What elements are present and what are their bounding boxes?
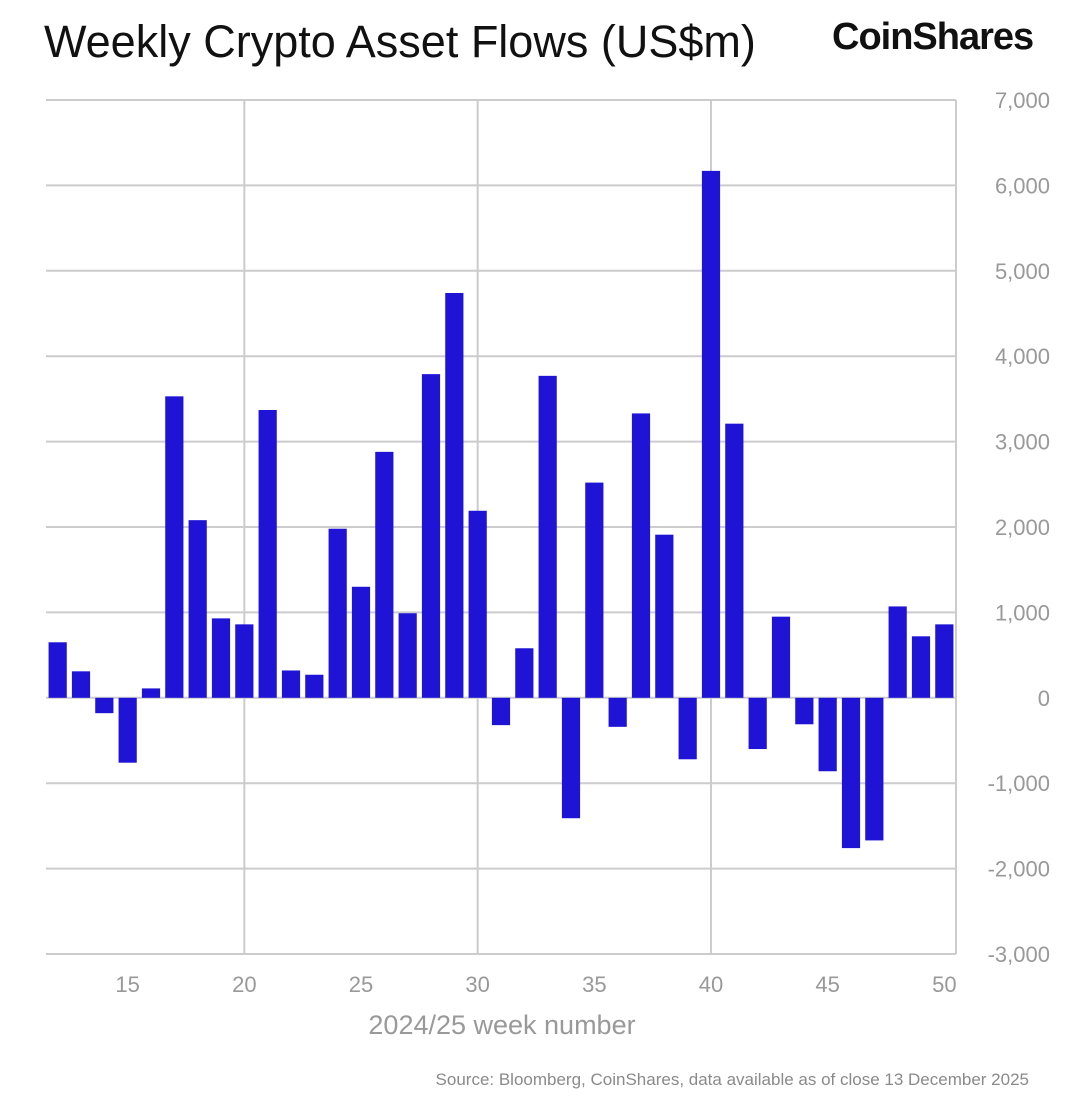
bar-week-14 [95, 697, 114, 714]
y-tick-label: 7,000 [995, 88, 1050, 113]
x-tick-label: 20 [232, 972, 256, 997]
x-tick-label: 30 [465, 972, 489, 997]
coinshares-logo: CoinShares [832, 16, 1034, 58]
bar-chart: 7,000 6,000 5,000 4,000 3,000 2,000 1,000 0 -1,0… [46, 88, 1050, 1040]
bar-week-33 [538, 375, 557, 698]
bar-week-19 [211, 618, 231, 698]
y-tick-label: 3,000 [995, 430, 1050, 455]
bar-week-30 [468, 510, 487, 698]
y-tick-label: 1,000 [995, 600, 1050, 625]
y-tick-label: -2,000 [988, 857, 1050, 882]
bar-week-23 [305, 674, 324, 698]
y-tick-label: 0 [1038, 686, 1050, 711]
bar-week-13 [71, 671, 91, 698]
bar-week-49 [911, 636, 931, 698]
bar-week-35 [585, 482, 604, 698]
bar-week-42 [748, 697, 767, 750]
bar-week-34 [561, 697, 581, 819]
bar-week-37 [631, 413, 651, 698]
bar-week-40 [701, 170, 721, 698]
y-tick-label: 5,000 [995, 259, 1050, 284]
bar-week-41 [725, 423, 744, 698]
bar-week-38 [655, 534, 674, 698]
y-tick-label: 6,000 [995, 173, 1050, 198]
bar-week-25 [351, 586, 371, 698]
source-note: Source: Bloomberg, CoinShares, data avai… [435, 1070, 1029, 1089]
bar-week-46 [841, 697, 861, 849]
x-tick-label: 45 [815, 972, 839, 997]
bar-week-17 [165, 396, 184, 698]
chart-bars [48, 170, 954, 849]
x-axis-ticks: 15 20 25 30 35 40 45 50 [115, 972, 956, 997]
bar-week-29 [445, 293, 464, 698]
x-tick-label: 50 [932, 972, 956, 997]
bar-week-26 [375, 451, 394, 698]
bar-week-43 [771, 616, 791, 698]
bar-week-21 [258, 410, 277, 698]
bar-week-22 [281, 670, 301, 698]
x-tick-label: 35 [582, 972, 606, 997]
y-tick-label: -1,000 [988, 771, 1050, 796]
x-tick-label: 25 [349, 972, 373, 997]
y-tick-label: 4,000 [995, 344, 1050, 369]
x-tick-label: 15 [115, 972, 139, 997]
bar-week-31 [491, 697, 511, 726]
bar-week-24 [328, 528, 347, 698]
bar-week-44 [795, 697, 814, 725]
bar-week-36 [608, 697, 627, 727]
bar-week-32 [515, 648, 534, 698]
bar-week-28 [421, 374, 441, 698]
bar-week-15 [118, 697, 137, 763]
bar-week-27 [398, 613, 417, 698]
chart-title: Weekly Crypto Asset Flows (US$m) [44, 16, 756, 67]
y-tick-label: 2,000 [995, 515, 1050, 540]
x-axis-label: 2024/25 week number [368, 1010, 635, 1040]
x-tick-label: 40 [699, 972, 723, 997]
bar-week-45 [818, 697, 837, 772]
y-axis-ticks: 7,000 6,000 5,000 4,000 3,000 2,000 1,000 0 -1,0… [988, 88, 1050, 967]
bar-week-12 [48, 642, 67, 698]
bar-week-20 [235, 624, 254, 698]
bar-week-16 [141, 688, 161, 698]
bar-week-50 [935, 624, 954, 698]
bar-week-48 [888, 606, 907, 698]
bar-week-18 [188, 520, 207, 698]
bar-week-39 [678, 697, 697, 760]
y-tick-label: -3,000 [988, 942, 1050, 967]
bar-week-47 [865, 697, 884, 841]
